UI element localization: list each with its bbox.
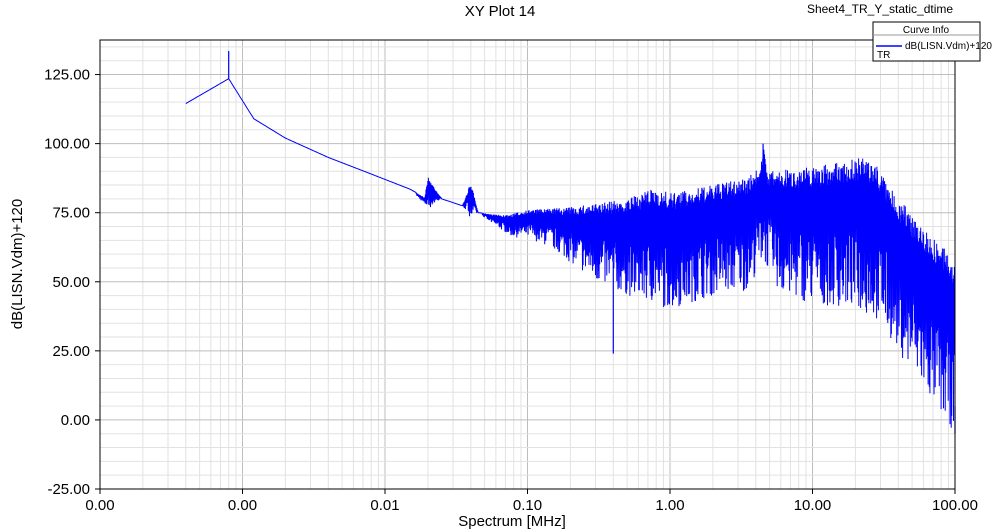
legend-sub-label: TR <box>877 50 890 61</box>
y-tick-label: 75.00 <box>52 205 90 222</box>
x-tick-label: 0.00 <box>85 497 114 514</box>
series-line <box>185 77 956 428</box>
legend[interactable]: Curve Info dB(LISN.Vdm)+120 TR <box>872 21 992 62</box>
legend-series-label: dB(LISN.Vdm)+120 <box>905 41 992 52</box>
x-tick-label: 10.00 <box>794 497 832 514</box>
legend-box <box>872 21 981 62</box>
y-tick-label: 50.00 <box>52 274 90 291</box>
x-tick-label: 1.00 <box>655 497 684 514</box>
x-tick-label: 0.10 <box>513 497 542 514</box>
sheet-name: Sheet4_TR_Y_static_dtime <box>807 2 953 16</box>
x-tick-label: 0.00 <box>228 497 257 514</box>
axes: -25.000.0025.0050.0075.00100.00125.000.0… <box>44 67 978 514</box>
y-tick-label: -25.00 <box>47 481 90 498</box>
x-axis-label: Spectrum [MHz] <box>458 513 566 530</box>
y-tick-label: 0.00 <box>61 412 90 429</box>
x-tick-label: 0.01 <box>370 497 399 514</box>
x-tick-label: 100.00 <box>932 497 978 514</box>
y-tick-label: 100.00 <box>44 136 90 153</box>
y-tick-label: 25.00 <box>52 343 90 360</box>
plot-frame <box>99 39 956 490</box>
legend-header: Curve Info <box>903 25 950 36</box>
plot-title: XY Plot 14 <box>465 3 536 20</box>
y-tick-label: 125.00 <box>44 67 90 84</box>
y-axis-label: dB(LISN.Vdm)+120 <box>9 199 26 329</box>
